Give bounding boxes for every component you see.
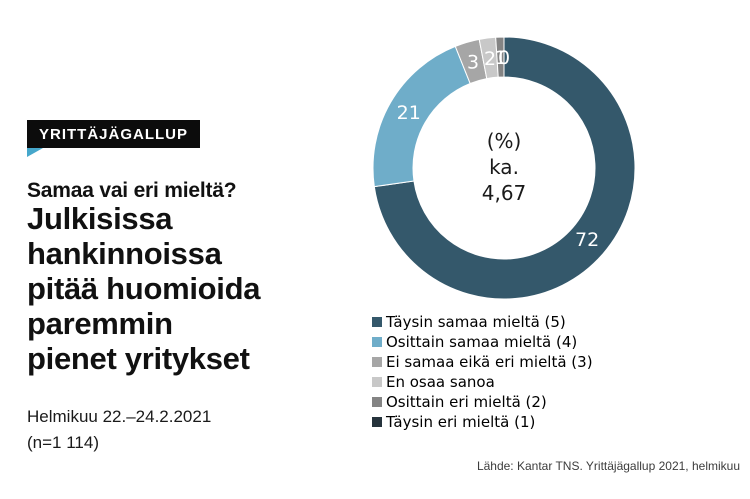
legend-swatch-icon <box>372 317 382 327</box>
legend-swatch-icon <box>372 357 382 367</box>
slice-value-label-1: 21 <box>397 102 421 124</box>
legend-swatch-icon <box>372 417 382 427</box>
donut-chart: 72 21 3 2 1 0 <box>363 27 645 309</box>
center-mean-caption: ka. <box>489 155 519 179</box>
brand-badge-label: YRITTÄJÄGALLUP <box>39 125 188 143</box>
legend-swatch-icon <box>372 397 382 407</box>
survey-period: Helmikuu 22.–24.2.2021 <box>27 407 212 426</box>
legend-item-5: Täysin eri mieltä (1) <box>372 412 593 432</box>
center-unit: (%) <box>486 129 522 153</box>
legend-item-3: En osaa sanoa <box>372 372 593 392</box>
brand-badge: YRITTÄJÄGALLUP <box>27 120 200 148</box>
page-title: Julkisissa hankinnoissa pitää huomioida … <box>27 201 261 376</box>
slice-value-label-2: 3 <box>467 51 479 73</box>
slice-value-label-5: 0 <box>498 47 510 69</box>
legend-swatch-icon <box>372 337 382 347</box>
legend-label: Osittain samaa mieltä (4) <box>386 333 578 351</box>
kicker-text: Samaa vai eri mieltä? <box>27 179 237 202</box>
sample-size: (n=1 114) <box>27 433 99 452</box>
donut-center-label: (%) ka. 4,67 <box>423 128 585 206</box>
legend-item-2: Ei samaa eikä eri mieltä (3) <box>372 352 593 372</box>
slice-value-label-0: 72 <box>575 229 599 251</box>
donut-slice-0 <box>373 36 636 300</box>
legend-label: Täysin samaa mieltä (5) <box>386 313 566 331</box>
badge-tail-icon <box>27 148 43 157</box>
legend-label: En osaa sanoa <box>386 373 495 391</box>
slice-value-label-4: 1 <box>494 47 506 69</box>
legend-item-4: Osittain eri mieltä (2) <box>372 392 593 412</box>
chart-legend: Täysin samaa mieltä (5) Osittain samaa mi… <box>372 312 593 432</box>
source-note: Lähde: Kantar TNS. Yrittäjägallup 2021, … <box>476 459 740 473</box>
legend-item-0: Täysin samaa mieltä (5) <box>372 312 593 332</box>
center-mean-value: 4,67 <box>481 181 527 205</box>
legend-swatch-icon <box>372 377 382 387</box>
legend-label: Täysin eri mieltä (1) <box>386 413 536 431</box>
donut-slice-4 <box>495 36 505 78</box>
slice-value-label-3: 2 <box>484 48 496 70</box>
legend-label: Osittain eri mieltä (2) <box>386 393 547 411</box>
legend-item-1: Osittain samaa mieltä (4) <box>372 332 593 352</box>
legend-label: Ei samaa eikä eri mieltä (3) <box>386 353 593 371</box>
